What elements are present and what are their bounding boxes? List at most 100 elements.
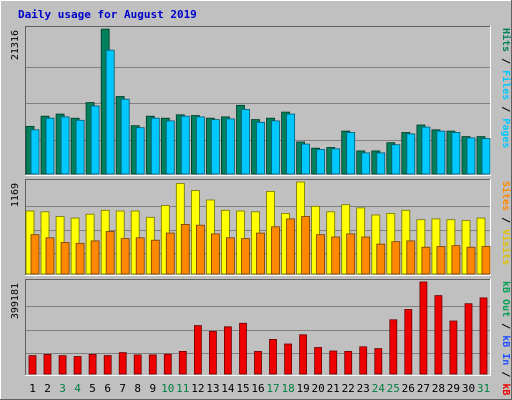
chart-title: Daily usage for August 2019 xyxy=(18,8,197,21)
bar-kb-f-day-16 xyxy=(254,350,262,375)
bar-sites-day-4 xyxy=(75,242,85,275)
x-tick-day-7: 7 xyxy=(119,382,126,395)
bar-sites-day-10 xyxy=(165,232,175,275)
bar-kb-f-day-26 xyxy=(404,309,413,375)
legend-entry-kb-out: kB Out xyxy=(500,281,511,317)
x-tick-day-21: 21 xyxy=(327,382,340,395)
x-tick-day-17: 17 xyxy=(266,382,279,395)
bar-files-day-9 xyxy=(150,117,160,175)
panel-visits: 1169 Sites / Visits xyxy=(10,179,512,276)
bar-files-day-4 xyxy=(75,119,85,175)
bar-sites-day-1 xyxy=(30,234,40,275)
bar-kb-f-day-24 xyxy=(374,348,383,375)
x-tick-day-12: 12 xyxy=(191,382,204,395)
x-tick-day-30: 30 xyxy=(462,382,475,395)
bar-sites-day-24 xyxy=(376,243,386,275)
bar-sites-day-25 xyxy=(391,241,401,275)
bar-sites-day-22 xyxy=(346,233,356,275)
x-tick-day-3: 3 xyxy=(59,382,66,395)
bar-files-day-24 xyxy=(376,152,386,175)
bar-files-day-27 xyxy=(421,126,431,175)
bar-files-day-25 xyxy=(391,144,401,175)
x-tick-day-4: 4 xyxy=(74,382,81,395)
bar-kb-f-day-29 xyxy=(449,320,458,375)
bar-files-day-22 xyxy=(346,132,356,175)
bar-kb-f-day-28 xyxy=(434,295,443,375)
bar-sites-day-19 xyxy=(301,216,311,275)
x-tick-day-31: 31 xyxy=(477,382,490,395)
bar-sites-day-23 xyxy=(361,236,371,275)
bar-sites-day-12 xyxy=(195,224,205,275)
legend-entry-files: Files xyxy=(500,70,512,100)
bar-files-day-7 xyxy=(120,98,130,175)
legend-entry-kb-in: kB In xyxy=(500,335,511,365)
panel-kbf: 399181 kB Out / kB In / kB F xyxy=(10,279,511,400)
legend-entry-hits: Hits xyxy=(500,28,512,52)
y-axis-max-label: 21316 xyxy=(10,30,21,60)
x-tick-day-15: 15 xyxy=(236,382,249,395)
x-tick-day-14: 14 xyxy=(221,382,235,395)
bar-sites-day-15 xyxy=(241,238,250,275)
bar-sites-day-31 xyxy=(481,246,491,275)
bar-kb-f-day-17 xyxy=(269,338,277,375)
x-tick-day-25: 25 xyxy=(387,382,400,395)
bar-files-day-15 xyxy=(241,109,250,175)
x-tick-day-27: 27 xyxy=(417,382,430,395)
bar-files-day-14 xyxy=(225,118,235,175)
bar-sites-day-29 xyxy=(451,245,461,275)
x-tick-day-24: 24 xyxy=(372,382,386,395)
bar-kb-f-day-13 xyxy=(208,330,217,375)
x-tick-day-9: 9 xyxy=(149,382,156,395)
x-tick-day-11: 11 xyxy=(176,382,189,395)
x-tick-day-13: 13 xyxy=(206,382,219,395)
panel-hits: 21316 Hits / Files / Pages xyxy=(10,26,512,176)
x-tick-day-6: 6 xyxy=(104,382,111,395)
x-tick-day-20: 20 xyxy=(311,382,324,395)
x-tick-day-5: 5 xyxy=(89,382,96,395)
bar-files-day-16 xyxy=(256,121,265,175)
bar-files-day-17 xyxy=(271,120,280,175)
x-tick-day-10: 10 xyxy=(161,382,174,395)
legend-separator: / xyxy=(500,52,511,70)
bar-sites-day-21 xyxy=(331,236,341,275)
bar-kb-f-day-25 xyxy=(389,319,398,375)
bar-files-day-6 xyxy=(105,49,115,175)
bar-sites-day-5 xyxy=(90,240,100,275)
bar-kb-f-day-1 xyxy=(28,355,37,375)
bar-sites-day-28 xyxy=(436,246,446,275)
bar-kb-f-day-2 xyxy=(43,353,52,375)
bar-sites-day-9 xyxy=(150,239,160,275)
x-tick-day-28: 28 xyxy=(432,382,445,395)
legend-entry-sites: Sites xyxy=(500,181,512,211)
legend-kbf: kB Out / kB In / kB F xyxy=(500,281,511,400)
legend-visits: Sites / Visits xyxy=(500,181,512,265)
bar-kb-f-day-9 xyxy=(148,354,157,375)
bar-sites-day-16 xyxy=(256,232,265,275)
bar-files-day-29 xyxy=(451,132,461,175)
bar-sites-day-11 xyxy=(180,223,190,275)
bar-visits-day-31 xyxy=(476,217,486,275)
legend-entry-pages: Pages xyxy=(500,118,511,148)
bar-sites-day-17 xyxy=(271,226,280,275)
bar-kb-f-day-20 xyxy=(314,347,323,375)
legend-separator: / xyxy=(500,211,511,229)
legend-separator: / xyxy=(500,100,511,118)
bar-files-day-21 xyxy=(331,148,341,175)
bar-files-day-3 xyxy=(60,116,70,175)
bar-files-day-13 xyxy=(210,119,220,175)
bar-sites-day-20 xyxy=(316,234,326,275)
y-axis-max-label: 1169 xyxy=(10,183,21,207)
y-axis-max-label: 399181 xyxy=(10,283,21,319)
bar-files-day-20 xyxy=(316,149,326,175)
legend-separator: / xyxy=(500,365,511,383)
bar-files-day-28 xyxy=(436,130,446,175)
bar-sites-day-3 xyxy=(60,242,70,275)
bar-sites-day-6 xyxy=(105,231,115,275)
bar-sites-day-7 xyxy=(120,238,130,275)
x-tick-day-1: 1 xyxy=(29,382,36,395)
bar-kb-f-day-12 xyxy=(193,325,202,375)
bar-files-day-31 xyxy=(481,138,491,175)
bar-sites-day-13 xyxy=(210,233,220,275)
bar-files-day-19 xyxy=(301,143,311,175)
